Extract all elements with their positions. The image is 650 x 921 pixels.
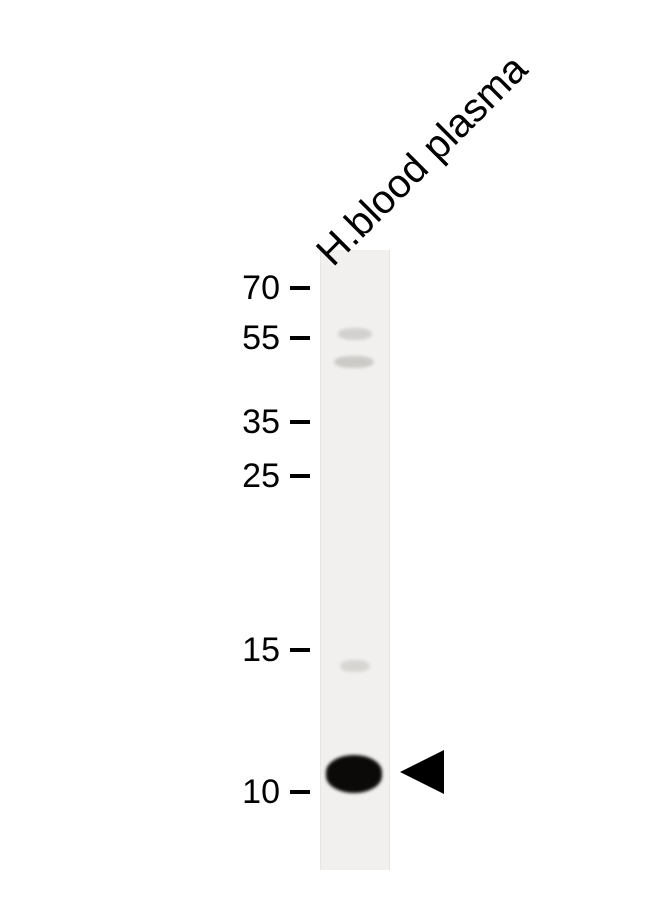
mw-marker-dash — [290, 474, 310, 478]
blot-band — [340, 660, 370, 672]
mw-marker-label: 55 — [200, 319, 280, 358]
mw-marker-dash — [290, 790, 310, 794]
blot-band — [334, 356, 374, 368]
band-pointer-icon — [400, 750, 444, 794]
mw-marker-label: 15 — [200, 631, 280, 670]
blot-canvas: 70 55 35 25 15 10 H.blood plasma — [0, 0, 650, 921]
mw-marker-dash — [290, 420, 310, 424]
mw-marker-dash — [290, 336, 310, 340]
mw-marker-label: 25 — [200, 457, 280, 496]
lane-label: H.blood plasma — [308, 47, 536, 275]
mw-marker-label: 10 — [200, 773, 280, 812]
mw-marker-dash — [290, 286, 310, 290]
mw-marker-label: 35 — [200, 403, 280, 442]
mw-marker-dash — [290, 648, 310, 652]
mw-marker-label: 70 — [200, 269, 280, 308]
blot-band — [326, 755, 382, 793]
blot-band — [338, 328, 372, 340]
